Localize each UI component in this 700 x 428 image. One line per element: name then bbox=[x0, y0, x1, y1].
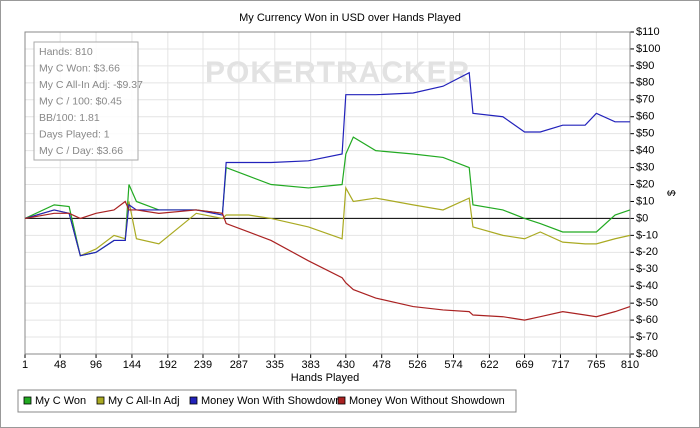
legend-swatch bbox=[189, 396, 198, 405]
y-tick-label: $110 bbox=[636, 26, 660, 38]
x-tick-label: 239 bbox=[194, 359, 212, 371]
x-tick-label: 810 bbox=[621, 359, 639, 371]
y-tick-label: $-80 bbox=[636, 348, 658, 360]
x-tick-label: 287 bbox=[230, 359, 248, 371]
x-tick-label: 430 bbox=[337, 359, 355, 371]
legend-label: Money Won Without Showdown bbox=[349, 395, 505, 407]
x-tick-label: 96 bbox=[90, 359, 102, 371]
y-tick-label: $-50 bbox=[636, 297, 658, 309]
series-line bbox=[24, 200, 631, 321]
x-tick-label: 383 bbox=[301, 359, 319, 371]
x-tick-label: 144 bbox=[123, 359, 141, 371]
x-tick-label: 478 bbox=[373, 359, 391, 371]
y-tick-label: $0 bbox=[636, 212, 648, 224]
watermark: POKERTRACKER bbox=[205, 56, 470, 89]
legend-swatch bbox=[96, 396, 105, 405]
y-tick-label: $-70 bbox=[636, 331, 658, 343]
y-tick-label: $100 bbox=[636, 43, 660, 55]
y-tick-label: $10 bbox=[636, 195, 654, 207]
legend-label: My C All-In Adj bbox=[108, 395, 180, 407]
stat-line: Days Played: 1 bbox=[39, 128, 110, 140]
stats-box bbox=[33, 41, 139, 161]
legend-label: Money Won With Showdown bbox=[201, 395, 341, 407]
y-tick-label: $20 bbox=[636, 178, 654, 190]
chart-title: My Currency Won in USD over Hands Played bbox=[239, 12, 461, 24]
stat-line: My C / 100: $0.45 bbox=[39, 95, 122, 107]
x-tick-label: 192 bbox=[159, 359, 177, 371]
legend-swatch bbox=[337, 396, 346, 405]
x-tick-label: 526 bbox=[408, 359, 426, 371]
x-tick-label: 574 bbox=[444, 359, 462, 371]
x-tick-label: 1 bbox=[22, 359, 28, 371]
y-tick-label: $-20 bbox=[636, 246, 658, 258]
stat-line: My C / Day: $3.66 bbox=[39, 145, 123, 157]
x-tick-label: 717 bbox=[551, 359, 569, 371]
stat-line: My C All-In Adj: -$9.37 bbox=[39, 79, 143, 91]
x-tick-label: 48 bbox=[54, 359, 66, 371]
y-tick-label: $80 bbox=[636, 77, 654, 89]
stat-line: My C Won: $3.66 bbox=[39, 62, 120, 74]
x-tick-label: 335 bbox=[266, 359, 284, 371]
x-tick-label: 669 bbox=[515, 359, 533, 371]
y-tick-label: $-40 bbox=[636, 280, 658, 292]
stat-line: BB/100: 1.81 bbox=[39, 112, 100, 124]
y-tick-label: $50 bbox=[636, 128, 654, 140]
x-tick-label: 765 bbox=[587, 359, 605, 371]
legend-swatch bbox=[23, 396, 32, 405]
y-tick-label: $90 bbox=[636, 60, 654, 72]
legend bbox=[17, 389, 517, 413]
x-axis-label: Hands Played bbox=[291, 372, 360, 384]
plot-border bbox=[24, 31, 631, 355]
y-tick-label: $30 bbox=[636, 161, 654, 173]
series-line bbox=[24, 71, 630, 257]
y-tick-label: $70 bbox=[636, 94, 654, 106]
y-tick-label: $40 bbox=[636, 145, 654, 157]
stat-line: Hands: 810 bbox=[39, 46, 93, 58]
y-tick-label: $-60 bbox=[636, 314, 658, 326]
series-line bbox=[24, 185, 631, 257]
legend-label: My C Won bbox=[35, 395, 86, 407]
y-axis-label: $ bbox=[666, 190, 678, 196]
y-tick-label: $-10 bbox=[636, 229, 658, 241]
x-tick-label: 622 bbox=[480, 359, 498, 371]
y-tick-label: $60 bbox=[636, 111, 654, 123]
y-tick-label: $-30 bbox=[636, 263, 658, 275]
